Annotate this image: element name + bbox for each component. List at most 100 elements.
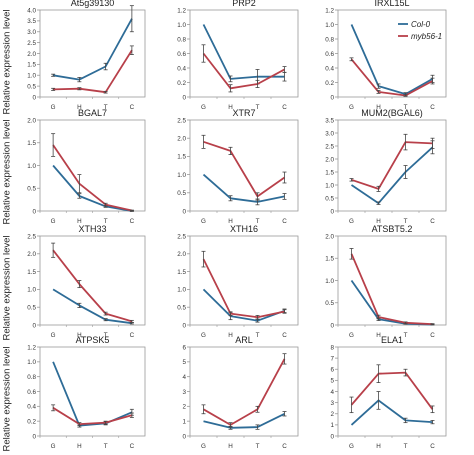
series-line-col-0 bbox=[52, 288, 133, 325]
x-tick-label: T bbox=[404, 443, 408, 450]
y-tick-label: 0 bbox=[330, 208, 334, 215]
x-tick-label: H bbox=[77, 104, 82, 111]
y-tick-label: 1.0 bbox=[177, 287, 186, 294]
series-line-col-0 bbox=[52, 164, 133, 212]
y-tick-label: 5 bbox=[330, 378, 334, 385]
y-tick-label: 1.5 bbox=[27, 62, 36, 69]
series-line-col-0 bbox=[350, 279, 433, 326]
series-line-col-0 bbox=[350, 24, 433, 95]
y-tick-label: 1.5 bbox=[325, 256, 334, 263]
x-tick-label: H bbox=[77, 218, 82, 225]
panel-atsbt5-2: 0 0.5 1.0 1.5 2.0 G H T C ATSBT5.2 bbox=[325, 224, 447, 339]
panel-title: IRXL15L bbox=[374, 0, 409, 8]
x-tick-label: G bbox=[349, 104, 354, 111]
series-line-myb56-1 bbox=[203, 140, 286, 198]
y-tick-label: 0.2 bbox=[27, 418, 36, 425]
y-tick-label: 3.0 bbox=[27, 29, 36, 36]
y-tick-label: 8 bbox=[330, 344, 334, 351]
panel-xtr7: 0 0.5 1.0 1.5 2.0 2.5 G H T C XTR7 bbox=[177, 108, 299, 225]
series-line-col-0 bbox=[202, 288, 285, 322]
y-tick-label: 3.0 bbox=[325, 130, 334, 137]
y-tick-label: 0.6 bbox=[177, 51, 186, 58]
plot-frame bbox=[39, 119, 146, 212]
y-tick-label: 0 bbox=[182, 94, 186, 101]
y-tick-label: 0 bbox=[182, 322, 186, 329]
y-tick-label: 0 bbox=[32, 322, 36, 329]
panel-irxl15l: 0 0.2 0.4 0.6 0.8 1.0 1.2 G H T C IRXL15L Col-0 myb56… bbox=[325, 0, 447, 111]
series-line-col-0 bbox=[52, 18, 133, 81]
plot-frame bbox=[189, 9, 299, 98]
x-tick-label: H bbox=[77, 443, 82, 450]
series-line-myb56-1 bbox=[53, 49, 133, 94]
y-tick-label: 0.2 bbox=[177, 80, 186, 87]
y-tick-label: 3 bbox=[182, 389, 186, 396]
plot-frame bbox=[337, 235, 447, 326]
y-tick-label: 1.5 bbox=[177, 269, 186, 276]
y-tick-label: 1.0 bbox=[177, 22, 186, 29]
panel-title: XTH33 bbox=[78, 224, 106, 234]
y-tick-label: 2.0 bbox=[27, 251, 36, 258]
y-tick-label: 0 bbox=[182, 208, 186, 215]
x-tick-label: G bbox=[51, 332, 56, 339]
x-tick-label: H bbox=[228, 218, 233, 225]
y-tick-label: 0 bbox=[32, 208, 36, 215]
y-tick-label: 0.5 bbox=[177, 305, 186, 312]
x-tick-label: H bbox=[376, 104, 381, 111]
panel-title: At5g39130 bbox=[71, 0, 115, 8]
y-tick-label: 0.5 bbox=[27, 186, 36, 193]
y-tick-label: 1.5 bbox=[27, 269, 36, 276]
series-line-myb56-1 bbox=[350, 253, 433, 325]
y-tick-label: 2.0 bbox=[177, 136, 186, 143]
series-line-myb56-1 bbox=[202, 258, 285, 319]
y-tick-label: 1 bbox=[330, 422, 334, 429]
panel-xth33: 0 0.5 1.0 1.5 2.0 2.5 G H T C XTH33 bbox=[27, 224, 146, 339]
panel-prp2: 0 0.2 0.4 0.6 0.8 1.0 1.2 G H T C PRP2 bbox=[177, 0, 299, 111]
y-tick-label: 0 bbox=[330, 322, 334, 329]
panel-title: ATPSK5 bbox=[76, 335, 110, 345]
x-tick-label: C bbox=[282, 332, 287, 339]
y-tick-label: 2.0 bbox=[177, 251, 186, 258]
panel-atpsk5: 0 0.2 0.4 0.6 0.8 1.0 1.2 G H T C ATPSK5 bbox=[27, 335, 146, 450]
series-line-col-0 bbox=[202, 173, 285, 203]
y-tick-label: 0.6 bbox=[325, 51, 334, 58]
y-tick-label: 1.0 bbox=[177, 172, 186, 179]
y-tick-label: 0 bbox=[32, 94, 36, 101]
y-tick-label: 0 bbox=[330, 433, 334, 440]
y-tick-label: 0.5 bbox=[27, 305, 36, 312]
y-tick-label: 2.0 bbox=[325, 156, 334, 163]
panel-title: ELA1 bbox=[381, 335, 403, 345]
y-tick-label: 1.0 bbox=[27, 287, 36, 294]
x-tick-label: H bbox=[77, 332, 82, 339]
y-tick-label: 5 bbox=[182, 359, 186, 366]
x-tick-label: T bbox=[256, 443, 260, 450]
y-tick-label: 1.0 bbox=[27, 359, 36, 366]
series-line-col-0 bbox=[203, 412, 285, 429]
y-tick-label: 7 bbox=[330, 355, 334, 362]
series-line-myb56-1 bbox=[350, 58, 433, 97]
x-tick-label: T bbox=[404, 218, 408, 225]
x-tick-label: T bbox=[104, 104, 108, 111]
y-tick-label: 4.0 bbox=[27, 7, 36, 14]
x-tick-label: G bbox=[349, 218, 354, 225]
panel-xth16: 0 0.5 1.0 1.5 2.0 2.5 G H T C XTH16 bbox=[177, 224, 299, 339]
x-tick-label: T bbox=[104, 218, 108, 225]
series-line-col-0 bbox=[350, 399, 433, 426]
y-tick-label: 4 bbox=[182, 374, 186, 381]
x-tick-label: C bbox=[430, 104, 435, 111]
series-line-myb56-1 bbox=[202, 52, 285, 90]
y-tick-label: 0.8 bbox=[27, 374, 36, 381]
x-tick-label: H bbox=[376, 332, 381, 339]
panel-title: XTR7 bbox=[232, 108, 255, 118]
y-tick-label: 0.6 bbox=[27, 389, 36, 396]
x-tick-label: G bbox=[201, 443, 206, 450]
x-tick-label: T bbox=[104, 443, 108, 450]
series-line-myb56-1 bbox=[52, 144, 133, 212]
legend-label: Col-0 bbox=[411, 20, 431, 29]
y-tick-label: 2.5 bbox=[27, 40, 36, 47]
y-tick-label: 2.0 bbox=[27, 117, 36, 124]
x-tick-label: T bbox=[404, 332, 408, 339]
x-tick-label: C bbox=[282, 443, 287, 450]
x-tick-label: H bbox=[228, 443, 233, 450]
y-tick-label: 1.5 bbox=[27, 140, 36, 147]
x-tick-label: C bbox=[282, 104, 287, 111]
